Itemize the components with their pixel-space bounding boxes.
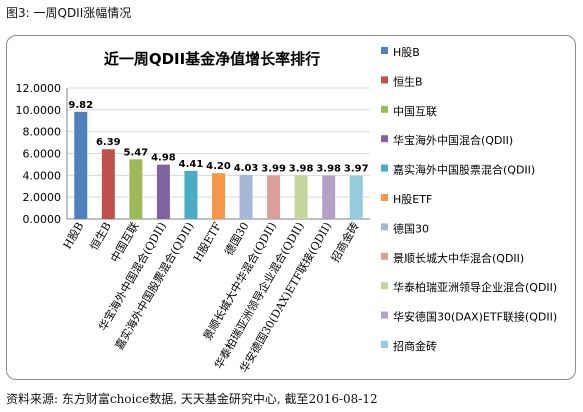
bar [239,175,253,219]
y-tick-label: 10.0000 [16,104,62,117]
legend-swatch [381,105,388,113]
legend-label: H股ETF [393,193,432,206]
bar [349,175,363,219]
y-tick-label: 8.0000 [23,126,62,139]
bar-chart: 近一周QDII基金净值增长率排行 0.0000 2.0000 4.0000 6.000… [16,46,558,375]
legend-label: 恒生B [393,74,423,88]
bar-value-label: 3.98 [316,164,341,175]
y-tick-label: 6.0000 [23,148,62,161]
bar [101,149,115,219]
legend-label: 嘉实海外中国股票混合(QDII) [393,163,535,177]
y-tick-label: 4.0000 [23,169,62,182]
bar [129,159,143,219]
bar-value-label: 5.47 [124,147,149,158]
x-tick-label: 恒生B [87,220,114,253]
legend-swatch [381,76,388,84]
legend-swatch [381,194,388,201]
x-tick-label: H股B [61,220,87,251]
bar-value-label: 4.41 [179,159,204,170]
bar-value-label: 3.98 [289,164,314,175]
y-tick-label: 12.0000 [16,82,62,95]
bar [156,164,170,219]
legend-swatch [381,164,388,172]
bar-value-label: 4.98 [151,153,176,164]
bar-value-label: 6.39 [96,137,121,148]
legend-swatch [381,341,388,348]
legend-swatch [381,311,388,319]
bar [184,170,198,219]
source-note: 资料来源: 东方财富choice数据, 天天基金研究中心, 截至2016-08-… [6,392,378,406]
bar [267,175,281,219]
x-tick-label: 德国30 [222,220,252,258]
legend-swatch [381,223,388,231]
legend-label: 景顺长城大中华混合(QDII) [393,251,524,265]
legend-swatch [381,135,388,143]
legend-label: 华安德国30(DAX)ETF联接(QDII) [393,310,557,324]
bar-value-label: 4.20 [206,161,231,172]
legend-label: 华宝海外中国混合(QDII) [393,133,513,147]
legend-swatch [381,252,388,260]
chart-frame [6,35,576,380]
bar-value-label: 9.82 [68,100,93,111]
y-tick-label: 0.0000 [23,213,62,226]
legend-swatch [381,47,388,54]
figure-caption: 图3: 一周QDII涨幅情况 [6,6,132,20]
chart-title: 近一周QDII基金净值增长率排行 [104,50,320,68]
legend-swatch [381,282,388,290]
bar [212,173,225,219]
bar-value-label: 3.99 [261,163,286,174]
bar-value-label: 4.03 [234,163,259,174]
bar [74,111,88,219]
legend-label: 德国30 [393,221,429,235]
legend-label: 招商金砖 [393,339,437,353]
bar [294,175,308,219]
y-tick-label: 2.0000 [23,191,62,204]
legend-label: 华泰柏瑞亚洲领导企业混合(QDII) [393,280,557,294]
bar [322,175,336,219]
legend-label: 中国互联 [393,105,437,118]
bar-value-label: 3.97 [344,164,369,175]
legend-label: H股B [393,46,420,59]
